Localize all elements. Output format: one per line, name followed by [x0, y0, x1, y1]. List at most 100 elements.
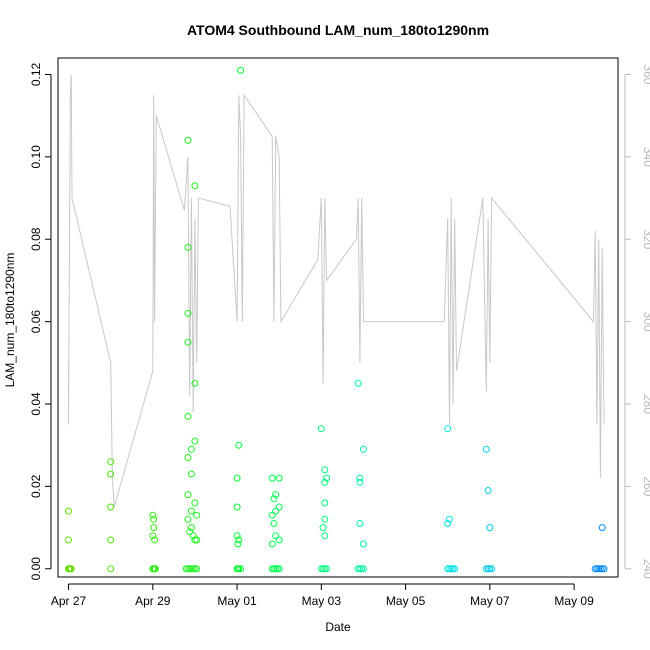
data-point	[268, 540, 276, 548]
data-point	[184, 454, 192, 461]
data-point	[268, 474, 276, 482]
data-point	[446, 515, 453, 523]
data-point	[356, 520, 364, 527]
data-point	[191, 499, 199, 507]
y2-tick-label: 320	[641, 229, 650, 249]
data-point	[275, 536, 283, 544]
data-point	[193, 565, 201, 573]
x-tick-label: May 09	[554, 594, 594, 608]
data-point	[319, 524, 327, 532]
data-point	[193, 511, 201, 519]
data-point	[356, 474, 364, 482]
data-point	[234, 540, 242, 548]
x-axis-label: Date	[325, 620, 351, 634]
chart-title: ATOM4 Southbound LAM_num_180to1290nm	[187, 22, 489, 38]
data-point	[107, 565, 115, 573]
data-point	[275, 503, 283, 511]
x-tick-label: May 07	[470, 594, 510, 608]
y-tick-label: 0.06	[29, 310, 43, 334]
data-point	[444, 425, 452, 433]
data-point	[235, 536, 243, 544]
data-point	[321, 532, 329, 540]
y-tick-label: 0.10	[29, 145, 43, 169]
scatter-points	[65, 66, 608, 573]
y-tick-label: 0.02	[29, 474, 43, 498]
data-point	[65, 507, 72, 515]
y2-tick-label: 360	[641, 64, 650, 84]
data-point	[187, 470, 195, 478]
data-point	[356, 478, 364, 486]
data-point	[272, 491, 280, 499]
data-point	[150, 524, 158, 532]
data-point	[275, 565, 283, 573]
data-point	[233, 474, 241, 482]
y-axis-label: LAM_num_180to1290nm	[3, 253, 17, 388]
data-point	[151, 536, 159, 544]
data-point	[237, 565, 245, 573]
x-tick-label: May 03	[302, 594, 342, 608]
data-point	[270, 520, 278, 527]
data-point	[360, 565, 367, 573]
data-point	[107, 458, 115, 466]
data-point	[317, 425, 325, 433]
data-point	[107, 536, 115, 544]
data-point	[150, 515, 158, 523]
data-point	[184, 491, 192, 499]
data-point	[275, 474, 283, 482]
y2-tick-label: 300	[641, 312, 650, 332]
data-point	[484, 487, 492, 494]
data-point	[233, 532, 241, 540]
data-point	[184, 412, 192, 420]
data-point	[600, 565, 608, 573]
y-tick-label: 0.08	[29, 227, 43, 251]
data-point	[187, 445, 195, 453]
x-tick-label: May 05	[386, 594, 426, 608]
data-point	[321, 499, 329, 507]
data-point	[67, 565, 75, 573]
data-point	[189, 532, 197, 540]
data-point	[187, 524, 195, 532]
data-point	[184, 515, 192, 523]
data-point	[486, 524, 494, 532]
data-point	[191, 182, 199, 190]
data-point	[444, 520, 452, 527]
data-point	[184, 136, 192, 144]
data-point	[323, 565, 331, 573]
data-point	[193, 536, 201, 544]
data-point	[187, 507, 195, 515]
data-point	[360, 540, 367, 548]
data-point	[107, 503, 115, 511]
data-point	[451, 565, 459, 573]
data-point	[270, 495, 278, 503]
y-tick-label: 0.04	[29, 392, 43, 416]
data-point	[235, 441, 243, 449]
x-tick-label: May 01	[217, 594, 257, 608]
data-point	[186, 528, 194, 536]
data-point	[149, 532, 157, 540]
secondary-line-path	[68, 74, 605, 508]
data-point	[321, 466, 329, 474]
x-tick-label: Apr 29	[135, 594, 171, 608]
data-point	[233, 503, 241, 511]
data-point	[488, 565, 496, 573]
data-point	[184, 244, 192, 251]
secondary-series-line	[68, 74, 605, 508]
data-point	[65, 536, 72, 544]
data-point	[360, 445, 367, 453]
data-point	[191, 437, 199, 445]
data-point	[184, 309, 192, 317]
x-tick-label: Apr 27	[51, 594, 87, 608]
data-point	[321, 515, 329, 523]
y2-tick-label: 260	[641, 476, 650, 496]
y-tick-label: 0.12	[29, 62, 43, 86]
data-point	[149, 511, 157, 519]
data-point	[482, 445, 490, 453]
axes: Apr 27 Apr 29 May 01 May 03 May 05 May 07 May …	[29, 57, 650, 608]
y2-tick-label: 240	[641, 559, 650, 579]
data-point	[272, 532, 280, 540]
y2-tick-label: 340	[641, 147, 650, 167]
data-point	[184, 338, 192, 346]
data-point	[237, 66, 245, 74]
plot-frame	[57, 57, 619, 578]
